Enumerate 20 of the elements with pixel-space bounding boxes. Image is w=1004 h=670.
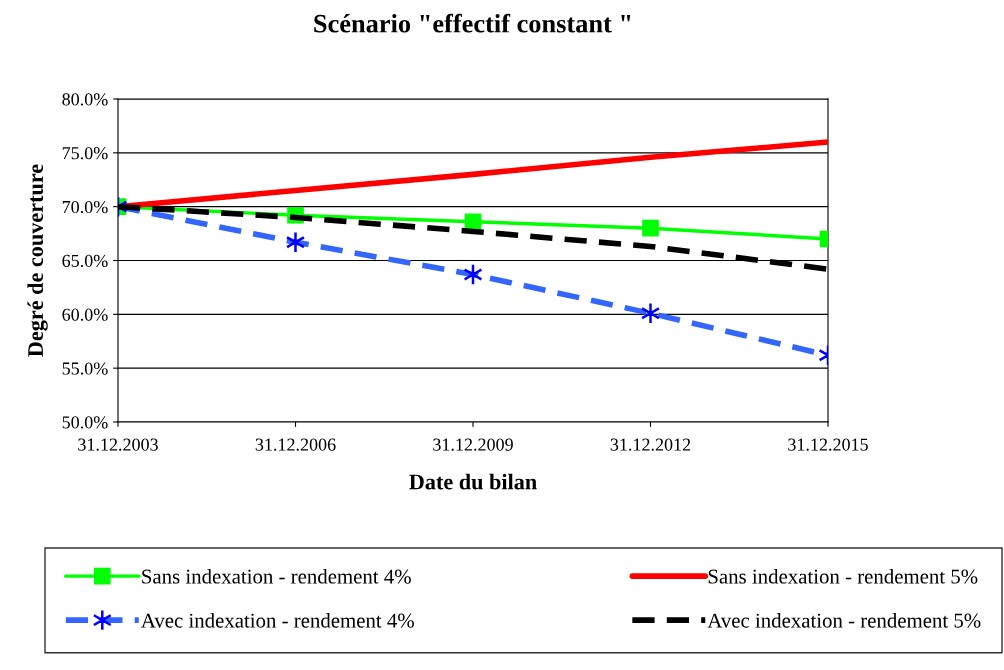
x-tick-label: 31.12.2006 [255, 438, 336, 451]
legend-label: Sans indexation - rendement 4% [142, 568, 411, 584]
x-axis-title: Date du bilan [409, 473, 537, 490]
x-tick-label: 31.12.2003 [78, 438, 158, 451]
chart-title: Scénario "effectif constant " [314, 13, 631, 33]
y-tick-label: 80.0% [62, 93, 108, 106]
y-tick-label: 75.0% [62, 147, 108, 160]
legend-label: Avec indexation - rendement 4% [141, 612, 414, 628]
legend-label: Avec indexation - rendement 5% [707, 612, 981, 628]
legend-label: Sans indexation - rendement 5% [708, 568, 978, 584]
y-tick-label: 55.0% [62, 362, 108, 375]
x-tick-label: 31.12.2012 [610, 438, 691, 451]
y-tick-label: 65.0% [62, 254, 108, 268]
y-tick-label: 50.0% [62, 416, 108, 429]
x-tick-label: 31.12.2009 [433, 438, 513, 451]
y-axis-title: Degré de couverture [27, 164, 48, 357]
point [464, 213, 482, 231]
y-tick-label: 60.0% [62, 308, 108, 321]
y-tick-label: 70.0% [62, 200, 108, 214]
x-tick-label: 31.12.2015 [788, 438, 868, 451]
